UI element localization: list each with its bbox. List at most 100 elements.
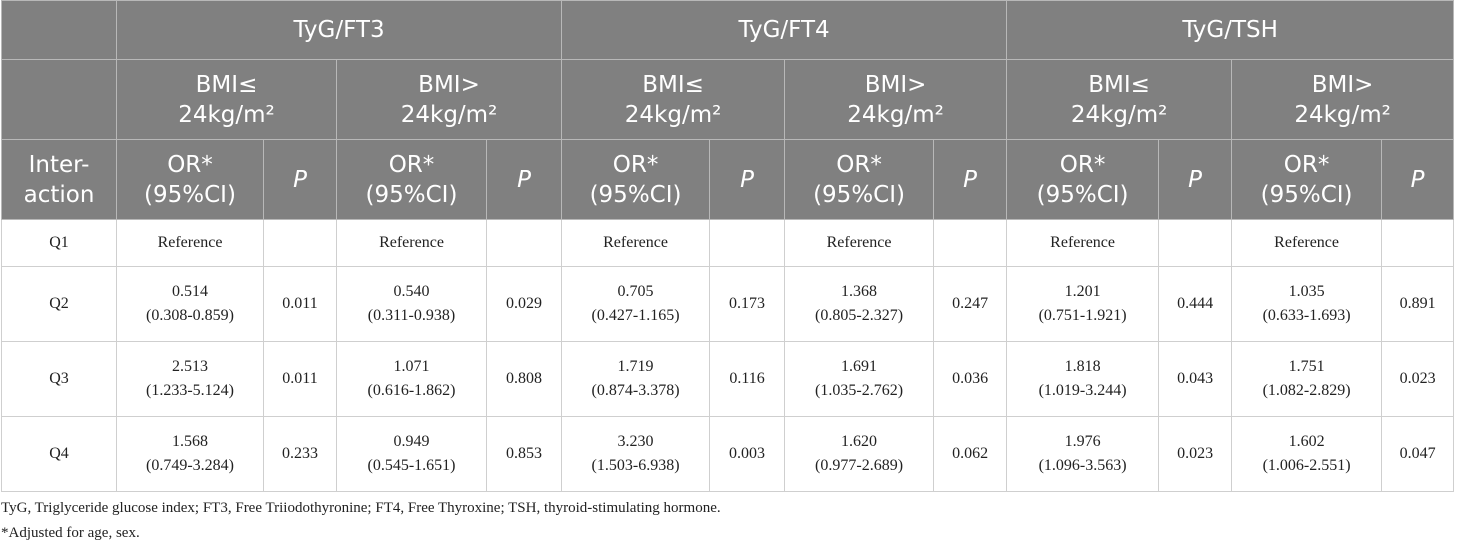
p-value: 0.891 bbox=[1399, 295, 1436, 312]
p-value: 0.808 bbox=[506, 370, 543, 387]
p-value: 0.173 bbox=[729, 295, 766, 312]
or-cell: 1.071 (0.616-1.862) bbox=[336, 341, 487, 417]
ci-value: (1.096-3.563) bbox=[1038, 457, 1127, 474]
or-cell: 1.201 (0.751-1.921) bbox=[1006, 266, 1160, 342]
column-header: OR* (95%CI) bbox=[561, 139, 711, 220]
or-cell: Reference bbox=[784, 219, 935, 267]
or-value: 2.513 bbox=[172, 358, 208, 375]
or-value: Reference bbox=[1050, 234, 1116, 251]
row-label: Q3 bbox=[1, 341, 117, 417]
or-value: 0.949 bbox=[393, 433, 430, 450]
ci-value: (1.503-6.938) bbox=[591, 457, 680, 474]
p-cell: 0.036 bbox=[933, 341, 1008, 417]
group-header: TyG/FT3 bbox=[115, 0, 563, 60]
row-label: Q2 bbox=[1, 266, 117, 342]
header-row: BMI≤ 24kg/m² BMI> 24kg/m² BMI≤ 24kg/m² BMI>… bbox=[1, 59, 1455, 140]
or-cell: 1.568 (0.749-3.284) bbox=[116, 416, 264, 492]
subgroup-header: BMI≤ 24kg/m² bbox=[116, 59, 337, 140]
p-value: 0.011 bbox=[282, 370, 318, 387]
column-label: P bbox=[1410, 166, 1425, 193]
subgroup-header: BMI> 24kg/m² bbox=[335, 59, 563, 140]
or-cell: 0.540 (0.311-0.938) bbox=[336, 266, 487, 342]
p-cell: 0.011 bbox=[263, 266, 337, 342]
p-cell: 0.023 bbox=[1381, 341, 1455, 417]
p-value: 0.062 bbox=[952, 445, 989, 462]
p-cell bbox=[933, 219, 1008, 267]
or-cell: 1.602 (1.006-2.551) bbox=[1231, 416, 1383, 492]
p-cell: 0.023 bbox=[1158, 416, 1233, 492]
or-value: Reference bbox=[826, 234, 892, 251]
or-value: Reference bbox=[157, 234, 223, 251]
subgroup-header: BMI≤ 24kg/m² bbox=[1006, 59, 1233, 140]
ci-value: (0.311-0.938) bbox=[367, 307, 456, 324]
or-cell: Reference bbox=[561, 219, 711, 267]
subgroup-label: BMI≤ 24kg/m² bbox=[178, 71, 275, 128]
or-cell: 1.620 (0.977-2.689) bbox=[784, 416, 935, 492]
data-row: Q2 0.514 (0.308-0.859) 0.011 0.540 (0.311-0.9… bbox=[1, 266, 1455, 342]
results-table: TyG/FT3 TyG/FT4 TyG/TSH BMI≤ 24kg/m² BMI> 24… bbox=[1, 0, 1455, 492]
or-cell: 1.035 (0.633-1.693) bbox=[1231, 266, 1383, 342]
or-cell: Reference bbox=[1231, 219, 1383, 267]
column-label: OR* (95%CI) bbox=[365, 151, 458, 208]
ci-value: (0.308-0.859) bbox=[146, 307, 234, 324]
p-cell: 0.247 bbox=[933, 266, 1008, 342]
ci-value: (0.749-3.284) bbox=[146, 457, 234, 474]
row-label: Q1 bbox=[1, 219, 117, 267]
p-cell: 0.043 bbox=[1158, 341, 1233, 417]
p-value: 0.247 bbox=[952, 295, 989, 312]
column-header: P bbox=[1381, 139, 1455, 220]
header-row: TyG/FT3 TyG/FT4 TyG/TSH bbox=[1, 0, 1455, 60]
or-cell: 1.368 (0.805-2.327) bbox=[784, 266, 935, 342]
p-value: 0.043 bbox=[1177, 370, 1214, 387]
ci-value: (1.019-3.244) bbox=[1038, 382, 1127, 399]
or-cell: 1.691 (1.035-2.762) bbox=[784, 341, 935, 417]
column-label: OR* (95%CI) bbox=[1260, 151, 1353, 208]
or-value: 1.719 bbox=[617, 358, 654, 375]
data-row: Q1 Reference Reference Reference Reference Re… bbox=[1, 219, 1455, 267]
or-cell: 0.514 (0.308-0.859) bbox=[116, 266, 264, 342]
p-cell: 0.233 bbox=[263, 416, 337, 492]
group-header: TyG/FT4 bbox=[561, 0, 1008, 60]
column-label: P bbox=[963, 166, 977, 193]
p-value: 0.011 bbox=[282, 295, 318, 312]
column-header: OR* (95%CI) bbox=[116, 139, 264, 220]
or-cell: 1.976 (1.096-3.563) bbox=[1006, 416, 1160, 492]
p-cell: 0.003 bbox=[709, 416, 786, 492]
header-row: Inter-action OR* (95%CI) P OR* (95%CI) P OR* … bbox=[1, 139, 1455, 220]
p-value: 0.023 bbox=[1177, 445, 1214, 462]
p-value: 0.047 bbox=[1399, 445, 1436, 462]
or-cell: 3.230 (1.503-6.938) bbox=[561, 416, 711, 492]
p-value: 0.029 bbox=[506, 295, 543, 312]
header-cell bbox=[1, 59, 117, 140]
or-value: 1.568 bbox=[172, 433, 208, 450]
footnote: TyG, Triglyceride glucose index; FT3, Fr… bbox=[1, 500, 721, 516]
column-label: P bbox=[517, 166, 531, 193]
p-cell: 0.116 bbox=[709, 341, 786, 417]
ci-value: (0.977-2.689) bbox=[815, 457, 904, 474]
or-value: 1.201 bbox=[1064, 283, 1101, 300]
or-value: 1.818 bbox=[1064, 358, 1101, 375]
or-value: 1.691 bbox=[841, 358, 878, 375]
column-label: OR* (95%CI) bbox=[813, 151, 905, 208]
subgroup-label: BMI> 24kg/m² bbox=[1294, 71, 1391, 128]
p-value: 0.444 bbox=[1177, 295, 1214, 312]
subgroup-header: BMI> 24kg/m² bbox=[784, 59, 1008, 140]
or-cell: 1.719 (0.874-3.378) bbox=[561, 341, 711, 417]
row-label-header: Inter-action bbox=[1, 139, 117, 220]
or-value: 1.071 bbox=[393, 358, 430, 375]
or-value: 0.514 bbox=[172, 283, 208, 300]
or-value: 1.751 bbox=[1288, 358, 1325, 375]
ci-value: (0.805-2.327) bbox=[815, 307, 904, 324]
ci-value: (0.751-1.921) bbox=[1038, 307, 1127, 324]
p-value: 0.003 bbox=[729, 445, 766, 462]
p-cell: 0.808 bbox=[485, 341, 563, 417]
ci-value: (1.035-2.762) bbox=[815, 382, 904, 399]
p-cell: 0.891 bbox=[1381, 266, 1455, 342]
subgroup-header: BMI≤ 24kg/m² bbox=[561, 59, 786, 140]
column-label: P bbox=[293, 166, 307, 193]
row-label: Q4 bbox=[1, 416, 117, 492]
ci-value: (0.874-3.378) bbox=[591, 382, 680, 399]
column-header: OR* (95%CI) bbox=[1006, 139, 1160, 220]
or-value: Reference bbox=[603, 234, 668, 251]
